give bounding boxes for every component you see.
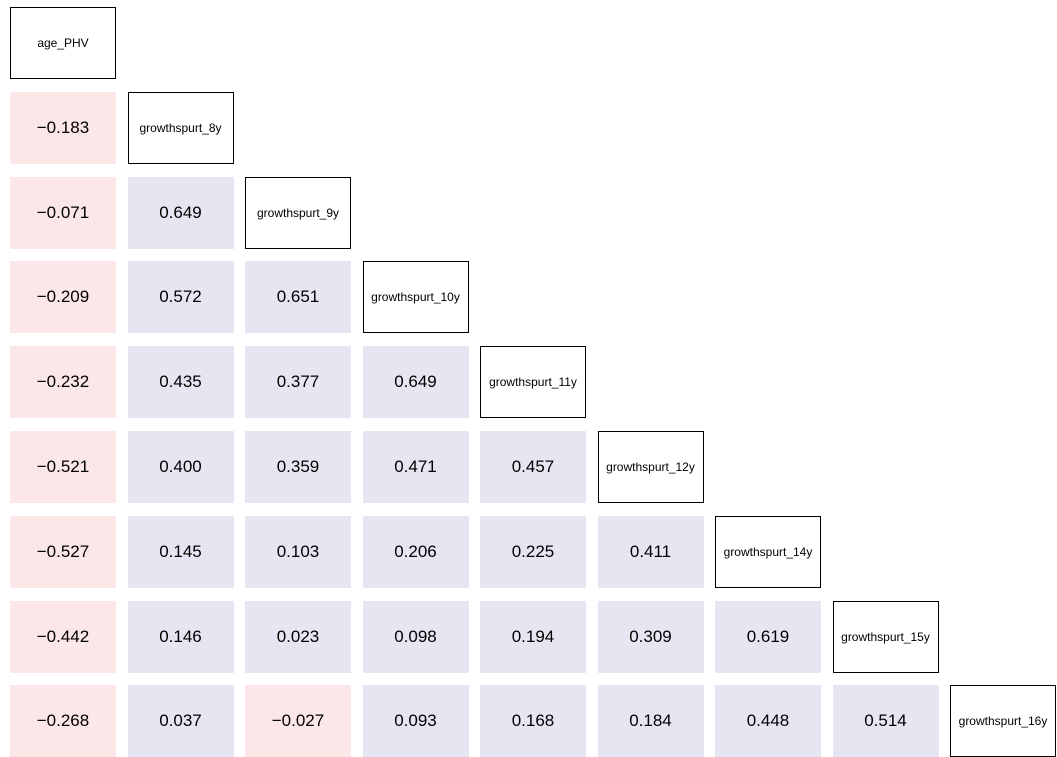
correlation-cell-7-4: 0.194 bbox=[480, 600, 586, 673]
correlation-cell-8-2: −0.027 bbox=[245, 685, 351, 757]
correlation-cell-4-0: −0.232 bbox=[10, 346, 116, 419]
correlation-cell-7-2: 0.023 bbox=[245, 600, 351, 673]
correlation-cell-4-2: 0.377 bbox=[245, 346, 351, 419]
correlation-cell-5-1: 0.400 bbox=[127, 430, 234, 503]
correlation-cell-8-3: 0.093 bbox=[362, 685, 469, 757]
variable-label-growthspurt_8y: growthspurt_8y bbox=[127, 91, 234, 164]
correlation-cell-6-1: 0.145 bbox=[127, 515, 234, 588]
correlation-cell-5-3: 0.471 bbox=[362, 430, 469, 503]
variable-label-growthspurt_11y: growthspurt_11y bbox=[480, 346, 586, 419]
variable-label-growthspurt_15y: growthspurt_15y bbox=[832, 600, 939, 673]
correlation-cell-6-2: 0.103 bbox=[245, 515, 351, 588]
correlation-cell-4-1: 0.435 bbox=[127, 346, 234, 419]
correlation-cell-5-2: 0.359 bbox=[245, 430, 351, 503]
correlation-cell-7-0: −0.442 bbox=[10, 600, 116, 673]
correlation-cell-7-5: 0.309 bbox=[597, 600, 704, 673]
variable-label-growthspurt_16y: growthspurt_16y bbox=[950, 685, 1056, 757]
correlation-cell-8-7: 0.514 bbox=[832, 685, 939, 757]
correlation-cell-2-1: 0.649 bbox=[127, 176, 234, 249]
correlation-cell-3-2: 0.651 bbox=[245, 261, 351, 334]
correlation-cell-6-4: 0.225 bbox=[480, 515, 586, 588]
correlation-cell-7-6: 0.619 bbox=[715, 600, 821, 673]
correlation-cell-8-6: 0.448 bbox=[715, 685, 821, 757]
correlation-cell-8-4: 0.168 bbox=[480, 685, 586, 757]
correlation-cell-6-0: −0.527 bbox=[10, 515, 116, 588]
correlation-cell-3-0: −0.209 bbox=[10, 261, 116, 334]
variable-label-age_PHV: age_PHV bbox=[10, 7, 116, 79]
variable-label-growthspurt_12y: growthspurt_12y bbox=[597, 430, 704, 503]
correlation-cell-7-3: 0.098 bbox=[362, 600, 469, 673]
correlation-cell-1-0: −0.183 bbox=[10, 91, 116, 164]
correlation-cell-7-1: 0.146 bbox=[127, 600, 234, 673]
correlation-cell-3-1: 0.572 bbox=[127, 261, 234, 334]
correlation-cell-2-0: −0.071 bbox=[10, 176, 116, 249]
correlation-cell-5-0: −0.521 bbox=[10, 430, 116, 503]
correlation-cell-4-3: 0.649 bbox=[362, 346, 469, 419]
correlation-cell-6-5: 0.411 bbox=[597, 515, 704, 588]
correlation-cell-8-0: −0.268 bbox=[10, 685, 116, 757]
correlation-cell-6-3: 0.206 bbox=[362, 515, 469, 588]
correlation-cell-8-1: 0.037 bbox=[127, 685, 234, 757]
variable-label-growthspurt_10y: growthspurt_10y bbox=[362, 261, 469, 334]
variable-label-growthspurt_9y: growthspurt_9y bbox=[245, 176, 351, 249]
correlation-cell-5-4: 0.457 bbox=[480, 430, 586, 503]
variable-label-growthspurt_14y: growthspurt_14y bbox=[715, 515, 821, 588]
correlation-cell-8-5: 0.184 bbox=[597, 685, 704, 757]
